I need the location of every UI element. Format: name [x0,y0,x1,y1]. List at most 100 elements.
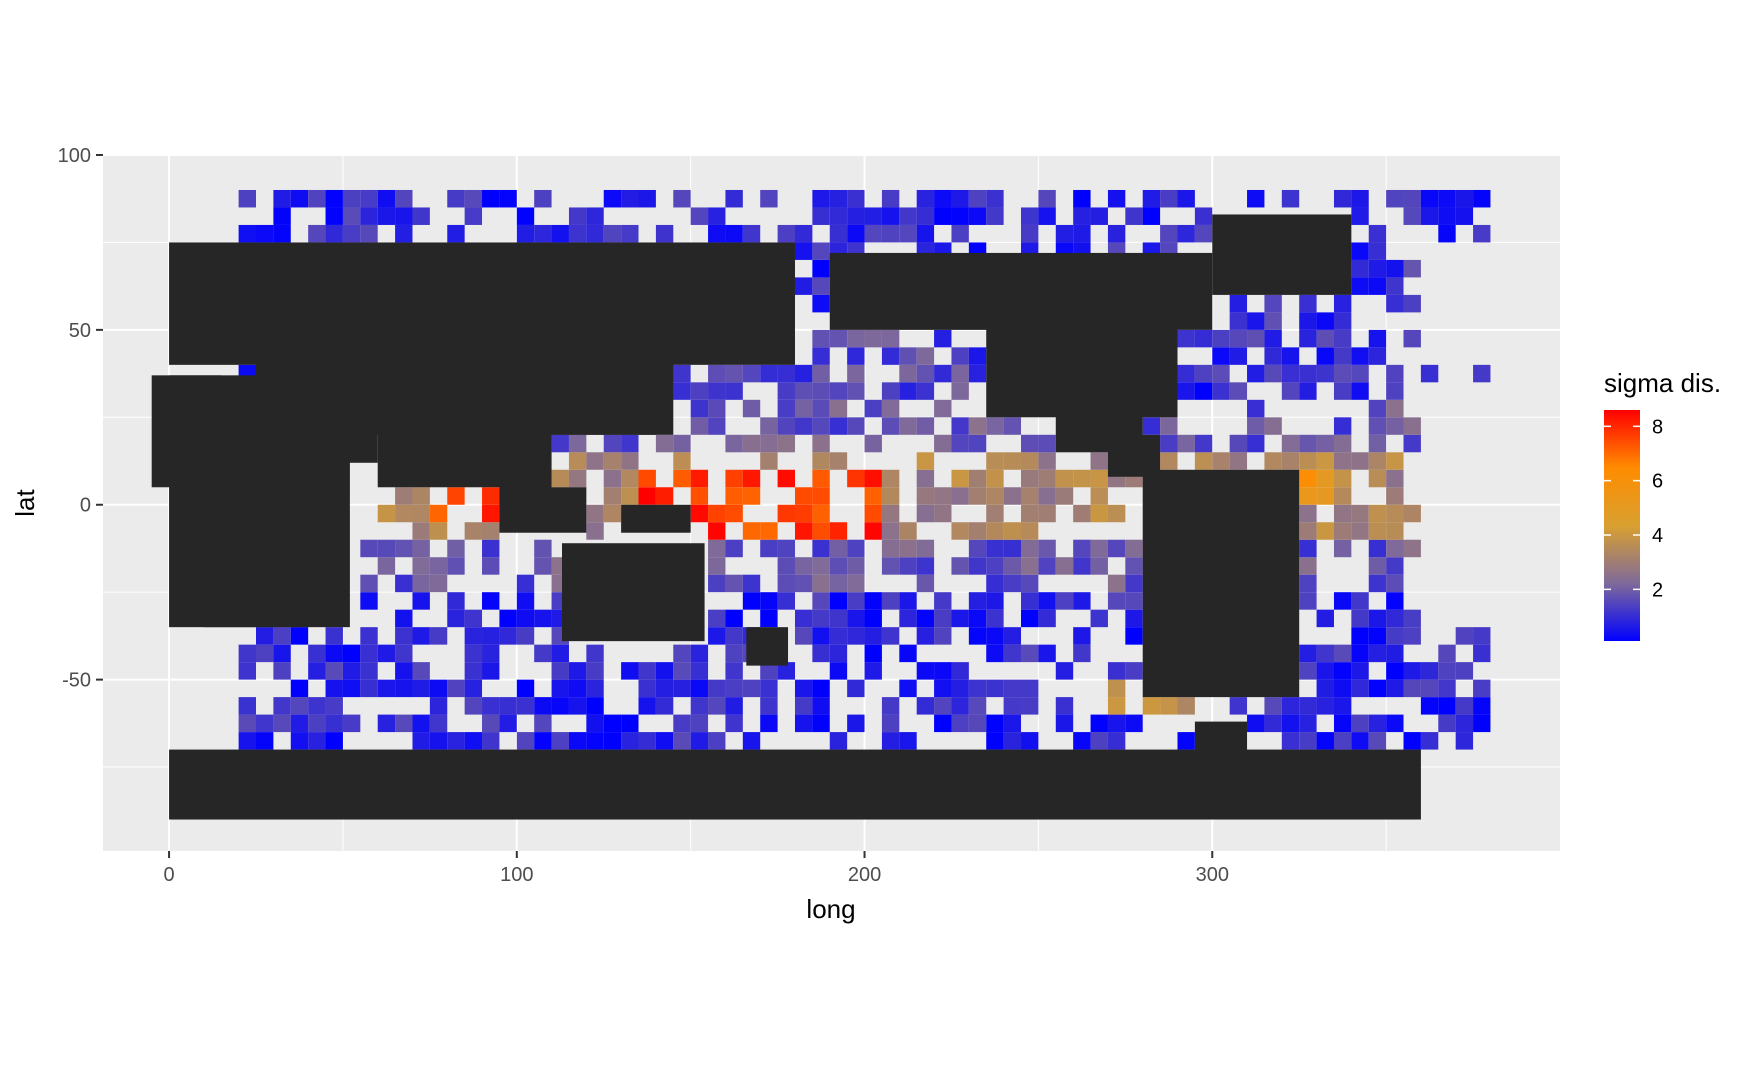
y-tick-label: -50 [62,670,91,692]
heat-cell [742,434,761,453]
heat-cell [1368,522,1387,540]
heat-cell [655,697,674,715]
heat-cell [1055,487,1074,505]
heat-cell [464,609,483,628]
heat-cell [1021,539,1039,558]
heat-cell [829,644,848,663]
heat-cell [794,224,813,243]
heat-cell [986,522,1004,540]
heat-cell [1386,452,1404,470]
heat-cell [1368,627,1387,645]
heat-cell [447,557,465,575]
y-axis-title: lat [10,488,40,516]
heat-cell [412,714,430,733]
heat-cell [899,382,917,400]
heat-cell [1316,312,1334,330]
heat-cell [395,487,413,505]
heat-cell [742,732,761,750]
heat-cell [586,679,604,698]
heat-cell [1299,522,1317,540]
heat-cell [1003,714,1022,733]
heat-cell [916,539,935,558]
heat-cell [673,662,691,680]
heat-cell [899,539,917,558]
x-tick-label: 200 [848,864,881,886]
heat-cell [1386,539,1404,558]
heat-cell [516,207,535,225]
heat-cell [916,224,935,243]
heat-cell [673,434,691,453]
heat-cell [464,522,483,540]
heat-cell [1107,679,1126,698]
heat-cell [360,574,378,593]
heat-cell [482,697,500,715]
heat-cell [1299,469,1317,488]
heat-cell [360,592,378,610]
heat-cell [881,399,900,418]
heat-cell [1438,207,1456,225]
heat-cell [864,329,882,348]
heat-cell [847,382,865,400]
heat-cell [1386,259,1404,278]
heat-cell [395,627,413,645]
heat-cell [1473,364,1491,383]
heat-cell [725,487,743,505]
heat-cell [1021,504,1039,523]
heat-cell [1247,714,1265,733]
heat-cell [742,592,761,610]
heat-cell [412,732,430,750]
heat-cell [934,609,952,628]
heat-cell [934,399,952,418]
heat-cell [1125,609,1143,628]
heat-cell [1229,382,1248,400]
heat-cell [395,609,413,628]
heat-cell [951,189,969,208]
heat-cell [1386,469,1404,488]
heat-cell [916,469,935,488]
heat-cell [847,417,865,435]
heat-cell [951,609,969,628]
heat-cell [725,697,743,715]
heat-cell [1473,627,1491,645]
heat-cell [812,382,830,400]
heat-cell [1107,539,1126,558]
heat-cell [447,609,465,628]
heat-cell [1160,452,1178,470]
heat-cell [986,417,1004,435]
heat-cell [847,592,865,610]
heat-cell [847,364,865,383]
heat-cell [603,189,622,208]
heat-cell [1455,662,1474,680]
heat-cell [412,487,430,505]
land-polygon [621,504,691,533]
heat-cell [916,627,935,645]
heat-cell [951,347,969,365]
heat-cell [1333,714,1352,733]
heat-cell [742,469,761,488]
heat-cell [447,592,465,610]
heat-cell [1107,592,1126,610]
heat-cell [447,189,465,208]
heat-cell [1351,207,1369,225]
heat-cell [395,574,413,593]
heat-cell [1090,452,1108,470]
heat-cell [290,627,309,645]
heat-cell [673,452,691,470]
heat-cell [1073,469,1091,488]
heat-cell [847,224,865,243]
heat-cell [1021,557,1039,575]
heat-cell [621,452,639,470]
heat-cell [1316,662,1334,680]
heat-cell [325,714,343,733]
heat-cell [1403,259,1421,278]
heat-cell [951,487,969,505]
heat-cell [482,189,500,208]
heat-cell [1038,189,1056,208]
heat-cell [482,487,500,505]
heat-cell [482,504,500,523]
heat-cell [377,189,396,208]
heat-cell [412,679,430,698]
heat-cell [1264,417,1282,435]
heat-cell [760,679,778,698]
heat-cell [342,207,361,225]
